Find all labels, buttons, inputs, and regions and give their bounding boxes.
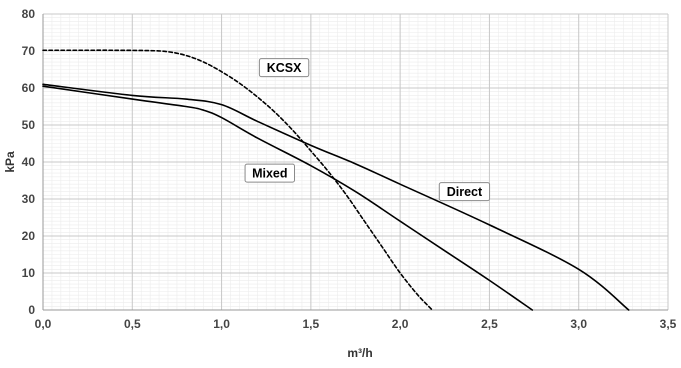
y-tick-label: 30: [22, 192, 36, 206]
y-tick-label: 60: [22, 81, 36, 95]
series-labels: KCSX Mixed Direct: [244, 58, 491, 202]
series-label-box-mixed: [244, 163, 296, 183]
tick-labels: 0,0 0,5 1,0 1,5 2,0 2,5 3,0 3,5 0 10 20 30 40 50 60 70 8…: [22, 7, 677, 331]
y-tick-label: 20: [22, 229, 36, 243]
x-tick-label: 0,0: [35, 317, 52, 331]
series-line-direct: [42, 83, 630, 311]
series-label-kcsx: KCSX: [258, 58, 310, 78]
x-tick-label: 0,5: [124, 317, 141, 331]
series-label-text-direct: Direct: [447, 185, 483, 199]
y-tick-label: 50: [22, 118, 36, 132]
y-tick-label: 80: [22, 7, 36, 21]
x-tick-label: 1,5: [303, 317, 320, 331]
x-axis-label: m³/h: [347, 346, 372, 360]
series-label-box-kcsx: [258, 58, 310, 78]
series-label-text-mixed: Mixed: [252, 167, 287, 181]
x-tick-label: 2,0: [392, 317, 409, 331]
series-label-direct: Direct: [438, 182, 491, 202]
series-line-kcsx: [42, 49, 434, 311]
series-label-box-direct: [438, 182, 491, 202]
series-line-mixed: [42, 85, 534, 311]
y-tick-label: 10: [22, 266, 36, 280]
x-tick-label: 3,0: [570, 317, 587, 331]
x-tick-label: 3,5: [660, 317, 677, 331]
series-label-text-kcsx: KCSX: [267, 61, 302, 75]
x-tick-label: 2,5: [481, 317, 498, 331]
x-tick-label: 1,0: [213, 317, 230, 331]
axes: [42, 14, 668, 311]
y-axis-label: kPa: [3, 151, 17, 173]
series-lines: [42, 49, 630, 311]
y-tick-label: 70: [22, 44, 36, 58]
y-tick-label: 0: [28, 303, 35, 317]
series-label-mixed: Mixed: [244, 163, 296, 183]
y-tick-label: 40: [22, 155, 36, 169]
